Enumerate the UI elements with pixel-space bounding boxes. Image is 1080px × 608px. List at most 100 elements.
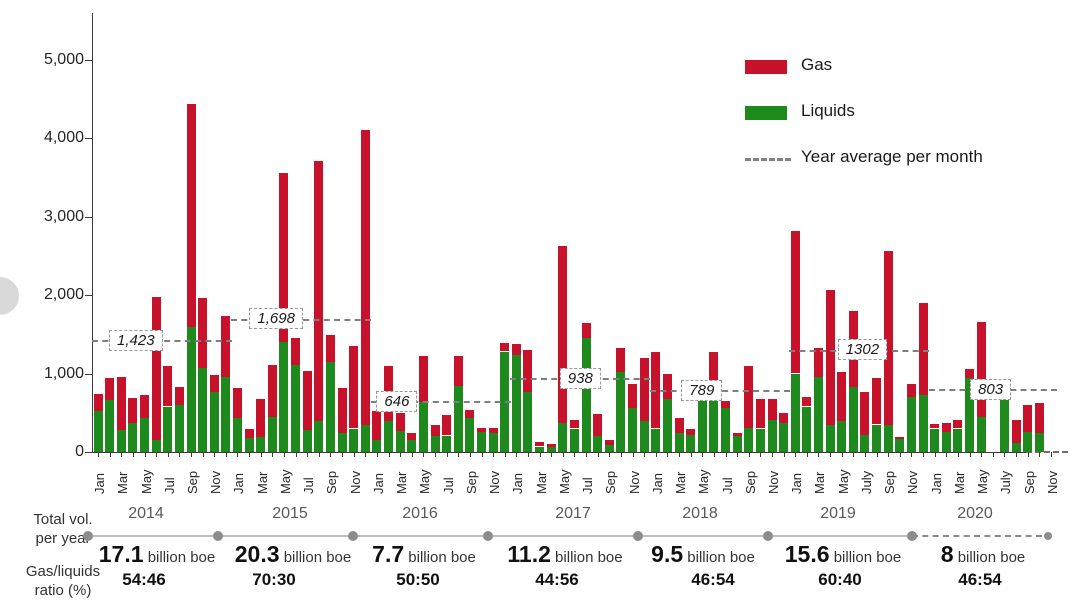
average-label-2016: 646 — [376, 390, 418, 412]
bar-liquids-2018-Nov — [767, 419, 777, 452]
total-volume-row-label-line2: per year — [35, 530, 91, 547]
bar-liquids-2020-Aug — [1011, 443, 1021, 452]
x-axis-tick — [202, 452, 204, 457]
year-label-2020: 2020 — [957, 505, 993, 522]
bar-gas-2019-Aug — [872, 378, 881, 425]
x-axis-tick — [1050, 452, 1052, 457]
x-axis-tick — [388, 452, 390, 457]
bar-gas-2019-Sep — [883, 251, 893, 426]
x-axis-tick — [469, 452, 471, 457]
bar-gas-2018-Sep — [744, 365, 754, 428]
gas-liquids-ratio-2016: 50:50 — [396, 570, 440, 589]
month-label-2020-Mar: Mar — [951, 471, 967, 494]
x-axis-tick — [981, 452, 983, 457]
bar-liquids-2015-Jun — [291, 364, 300, 452]
x-axis-dashed-extension — [1026, 451, 1068, 453]
average-label-2017: 938 — [559, 367, 601, 389]
bar-liquids-2015-Jul — [302, 430, 312, 452]
gas-liquids-ratio-2014: 54:46 — [122, 570, 166, 589]
x-axis-tick — [830, 452, 832, 457]
total-volume-2015: 20.3 billion boe — [235, 541, 351, 568]
x-axis-tick — [423, 452, 425, 457]
bar-liquids-2017-Aug — [593, 436, 603, 452]
month-label-2014-May: May — [138, 469, 154, 494]
month-label-2018-Jan: Jan — [649, 473, 665, 494]
month-label-2014-Sep: Sep — [185, 470, 200, 494]
left-edge-nav-button[interactable] — [0, 277, 19, 315]
bar-gas-2020-May — [976, 321, 986, 417]
bar-liquids-2014-Jun — [151, 440, 161, 452]
x-axis-tick — [760, 452, 762, 457]
average-label-2015: 1,698 — [249, 308, 303, 330]
month-label-2016-Jul: Jul — [440, 477, 456, 494]
x-axis-tick — [400, 452, 402, 457]
liquids-swatch-icon — [745, 106, 787, 120]
bar-gas-2017-Sep — [604, 440, 614, 445]
bar-liquids-2019-Jan — [790, 373, 800, 452]
x-axis-tick — [527, 452, 529, 457]
gas-liquids-ratio-2017: 44:56 — [535, 570, 579, 589]
total-volume-value-2019: 15.6 — [784, 541, 830, 567]
x-axis-tick — [1027, 452, 1029, 457]
x-axis-tick — [679, 452, 680, 457]
x-axis-tick — [609, 452, 611, 457]
bar-gas-2014-Sep — [186, 104, 196, 328]
bar-gas-2018-Oct — [755, 398, 765, 429]
gas-liquids-ratio-2019: 60:40 — [818, 570, 862, 589]
x-axis-tick — [98, 452, 99, 457]
bar-gas-2016-Dec — [500, 342, 510, 352]
x-axis-tick — [132, 452, 134, 457]
x-axis-tick — [574, 452, 576, 457]
bar-liquids-2019-Mar — [813, 376, 823, 452]
bar-liquids-2017-May — [558, 423, 568, 452]
total-volume-value-2016: 7.7 — [372, 541, 405, 567]
x-axis-tick — [330, 452, 332, 457]
bar-liquids-2014-Dec — [221, 377, 231, 452]
x-axis-tick — [899, 452, 901, 457]
total-volume-row-label-line1: Total vol. — [33, 511, 93, 528]
total-volume-unit-2017: billion boe — [550, 549, 623, 566]
total-volume-value-2017: 11.2 — [507, 541, 551, 567]
month-label-2016-Sep: Sep — [463, 470, 479, 494]
x-axis-tick — [946, 452, 948, 457]
y-axis-tick — [85, 59, 92, 61]
bar-gas-2014-Aug — [174, 386, 184, 405]
legend-label-liquids: Liquids — [801, 101, 855, 120]
x-axis-tick — [551, 452, 553, 457]
bar-liquids-2014-Feb — [105, 400, 115, 452]
bar-liquids-2016-Apr — [407, 439, 417, 452]
bar-liquids-2016-Feb — [384, 420, 393, 452]
bar-gas-2014-Jan — [93, 393, 103, 412]
bar-liquids-2014-Mar — [116, 430, 126, 452]
month-label-2018-Sep: Sep — [742, 470, 758, 494]
bar-liquids-2015-Oct — [337, 433, 347, 452]
x-axis-tick — [923, 452, 924, 457]
month-label-2017-Sep: Sep — [603, 470, 619, 494]
x-axis-tick — [888, 452, 890, 457]
legend-label-gas: Gas — [801, 55, 833, 74]
bar-liquids-2020-Oct — [1034, 433, 1044, 452]
bar-gas-2017-Apr — [546, 444, 556, 448]
month-label-2014-Nov: Nov — [208, 470, 224, 494]
timeline-dot — [348, 531, 358, 541]
bar-liquids-2017-Jan — [511, 354, 521, 452]
x-axis-tick — [283, 452, 285, 457]
x-axis-tick — [353, 452, 355, 457]
month-label-2015-Nov: Nov — [347, 470, 363, 494]
bar-gas-2019-Feb — [802, 397, 812, 407]
year-timeline-dashed-2020 — [912, 535, 1042, 537]
x-axis-tick — [655, 452, 657, 457]
bar-liquids-2014-Nov — [209, 391, 219, 452]
month-label-2018-Mar: Mar — [673, 471, 688, 494]
bar-liquids-2020-Feb — [941, 432, 951, 452]
month-label-2018-May: May — [696, 469, 712, 494]
bar-liquids-2019-Jun — [848, 386, 858, 452]
month-label-2017-Jan: Jan — [510, 473, 526, 494]
bar-gas-2014-Apr — [128, 397, 138, 423]
x-axis-tick — [237, 452, 239, 457]
y-axis-tick-label: 1,000 — [43, 364, 84, 382]
timeline-dot — [83, 531, 93, 541]
bar-gas-2017-Jun — [569, 419, 579, 429]
bar-liquids-2020-Mar — [953, 428, 963, 452]
bar-liquids-2014-Sep — [186, 327, 196, 452]
